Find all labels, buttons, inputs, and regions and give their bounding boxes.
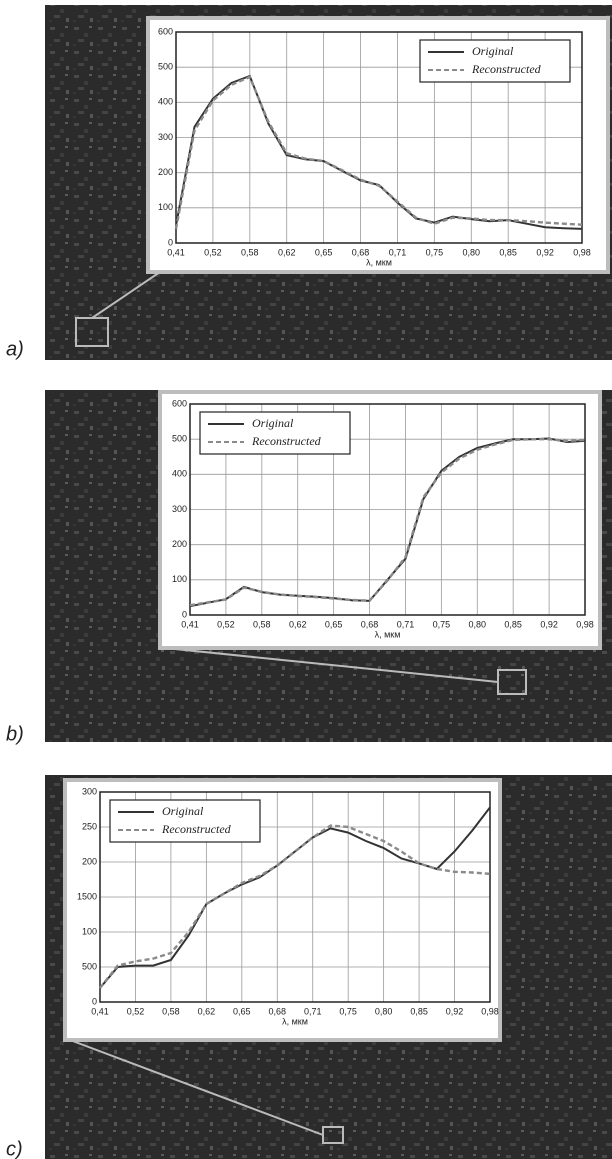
y-tick-label: 100 xyxy=(158,202,173,212)
x-tick-label: 0,85 xyxy=(504,619,522,629)
x-tick-label: 0,41 xyxy=(167,247,185,257)
x-tick-label: 0,71 xyxy=(397,619,415,629)
legend-label: Reconstructed xyxy=(251,434,322,448)
x-tick-label: 0,65 xyxy=(233,1006,251,1016)
x-tick-label: 0,75 xyxy=(433,619,451,629)
x-tick-label: 0,71 xyxy=(304,1006,322,1016)
y-tick-label: 400 xyxy=(172,469,187,479)
panel-label: c) xyxy=(6,1138,23,1159)
y-tick-label: 0 xyxy=(168,237,173,247)
x-tick-label: 0,85 xyxy=(410,1006,428,1016)
x-tick-label: 0,92 xyxy=(540,619,558,629)
x-tick-label: 0,52 xyxy=(127,1006,145,1016)
x-tick-label: 0,92 xyxy=(536,247,554,257)
x-tick-label: 0,98 xyxy=(573,247,591,257)
figure: a) 0 100 200 300 400 500 600 0,41 0,52 0,58 0,62 0,6… xyxy=(0,0,612,1159)
x-axis-label: λ, мкм xyxy=(366,257,392,267)
y-tick-label: 0 xyxy=(92,996,97,1006)
x-tick-label: 0,52 xyxy=(217,619,235,629)
x-tick-label: 0,58 xyxy=(253,619,271,629)
y-tick-label: 600 xyxy=(158,26,173,36)
x-tick-label: 0,41 xyxy=(181,619,199,629)
y-tick-label: 0 xyxy=(182,609,187,619)
x-tick-label: 0,80 xyxy=(463,247,481,257)
x-tick-label: 0,58 xyxy=(162,1006,180,1016)
x-tick-label: 0,98 xyxy=(576,619,594,629)
legend-label: Original xyxy=(162,804,204,818)
x-tick-label: 0,62 xyxy=(289,619,307,629)
x-tick-label: 0,68 xyxy=(352,247,370,257)
y-tick-label: 500 xyxy=(172,434,187,444)
x-tick-label: 0,75 xyxy=(339,1006,357,1016)
y-tick-label: 500 xyxy=(82,961,97,971)
y-tick-label: 300 xyxy=(158,132,173,142)
y-tick-label: 300 xyxy=(82,786,97,796)
y-tick-label: 200 xyxy=(172,539,187,549)
x-axis-label: λ, мкм xyxy=(282,1016,308,1026)
y-tick-label: 600 xyxy=(172,398,187,408)
y-tick-label: 300 xyxy=(172,504,187,514)
x-tick-label: 0,92 xyxy=(446,1006,464,1016)
y-tick-label: 200 xyxy=(82,856,97,866)
y-tick-label: 200 xyxy=(158,167,173,177)
legend-label: Reconstructed xyxy=(161,822,232,836)
x-tick-label: 0,58 xyxy=(241,247,259,257)
y-tick-label: 100 xyxy=(172,574,187,584)
legend-label: Reconstructed xyxy=(471,62,542,76)
x-tick-label: 0,85 xyxy=(499,247,517,257)
panel-label: a) xyxy=(6,338,24,360)
x-axis-label: λ, мкм xyxy=(375,629,401,639)
y-tick-label: 250 xyxy=(82,821,97,831)
legend-label: Original xyxy=(252,416,294,430)
x-tick-label: 0,52 xyxy=(204,247,222,257)
x-tick-label: 0,75 xyxy=(426,247,444,257)
y-tick-label: 1500 xyxy=(77,891,97,901)
x-tick-label: 0,80 xyxy=(469,619,487,629)
y-tick-label: 100 xyxy=(82,926,97,936)
x-tick-label: 0,65 xyxy=(325,619,343,629)
x-tick-label: 0,68 xyxy=(269,1006,287,1016)
panel-label: b) xyxy=(6,723,24,745)
x-tick-label: 0,41 xyxy=(91,1006,109,1016)
x-tick-label: 0,98 xyxy=(481,1006,499,1016)
y-tick-label: 500 xyxy=(158,62,173,72)
x-tick-label: 0,62 xyxy=(198,1006,216,1016)
x-tick-label: 0,65 xyxy=(315,247,333,257)
x-tick-label: 0,71 xyxy=(389,247,407,257)
y-tick-label: 400 xyxy=(158,97,173,107)
x-tick-label: 0,68 xyxy=(361,619,379,629)
x-tick-label: 0,62 xyxy=(278,247,296,257)
legend-label: Original xyxy=(472,44,514,58)
x-tick-label: 0,80 xyxy=(375,1006,393,1016)
